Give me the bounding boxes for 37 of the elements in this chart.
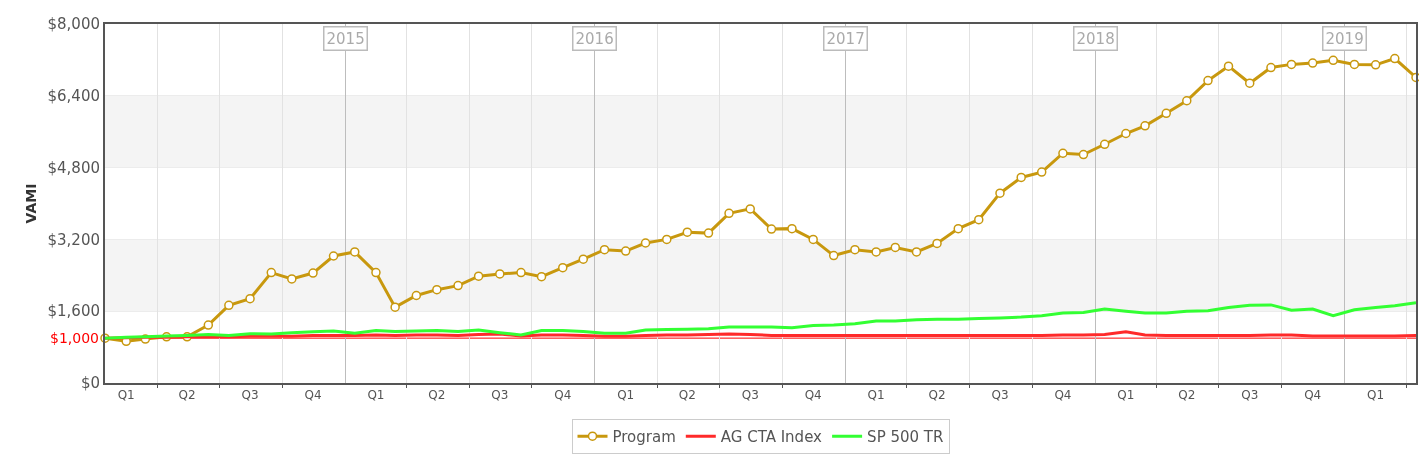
x2-tick-label: 2017 (826, 29, 865, 48)
x-tick-label: Q1 (1117, 388, 1135, 403)
x-tick-label: Q2 (678, 388, 696, 403)
legend-label: Program (612, 428, 676, 446)
x2-tick-label: 2016 (575, 29, 614, 48)
y-tick-label: $8,000 (47, 15, 100, 34)
x-tick-label: Q1 (1367, 388, 1385, 403)
x-tick-label: Q2 (178, 388, 196, 403)
x-tick-label: Q1 (367, 388, 385, 403)
x-tick-label: Q3 (991, 388, 1009, 403)
x-tick-label: Q4 (1304, 388, 1322, 403)
y-tick-label: $4,800 (47, 158, 100, 177)
x-tick-label: Q2 (928, 388, 946, 403)
ref-line-label: $1,000 (50, 330, 99, 346)
x2-tick-label: 2018 (1076, 29, 1115, 48)
x-tick-label: Q3 (1241, 388, 1259, 403)
x-tick-label: Q4 (554, 388, 572, 403)
x2-tick-label: 2015 (326, 29, 365, 48)
legend-label: AG CTA Index (720, 428, 823, 446)
x-tick-label: Q3 (741, 388, 759, 403)
x-tick-label: Q4 (1054, 388, 1072, 403)
x-tick-label: Q1 (117, 388, 135, 403)
y-tick-label: $1,600 (47, 302, 100, 321)
x-tick-label: Q3 (491, 388, 509, 403)
x-tick-label: Q2 (428, 388, 446, 403)
x-tick-label: Q1 (617, 388, 635, 403)
y-tick-label: $6,400 (47, 87, 100, 106)
x-tick-label: Q4 (804, 388, 822, 403)
x2-tick-label: 2019 (1325, 29, 1364, 48)
y-axis-title: VAMI (22, 183, 39, 224)
x-tick-label: Q3 (241, 388, 259, 403)
legend-label: SP 500 TR (867, 428, 944, 446)
x-tick-label: Q4 (304, 388, 322, 403)
x-tick-label: Q1 (867, 388, 885, 403)
y-tick-label: $0 (80, 374, 100, 393)
x-tick-label: Q2 (1178, 388, 1196, 403)
y-tick-label: $3,200 (47, 230, 100, 249)
